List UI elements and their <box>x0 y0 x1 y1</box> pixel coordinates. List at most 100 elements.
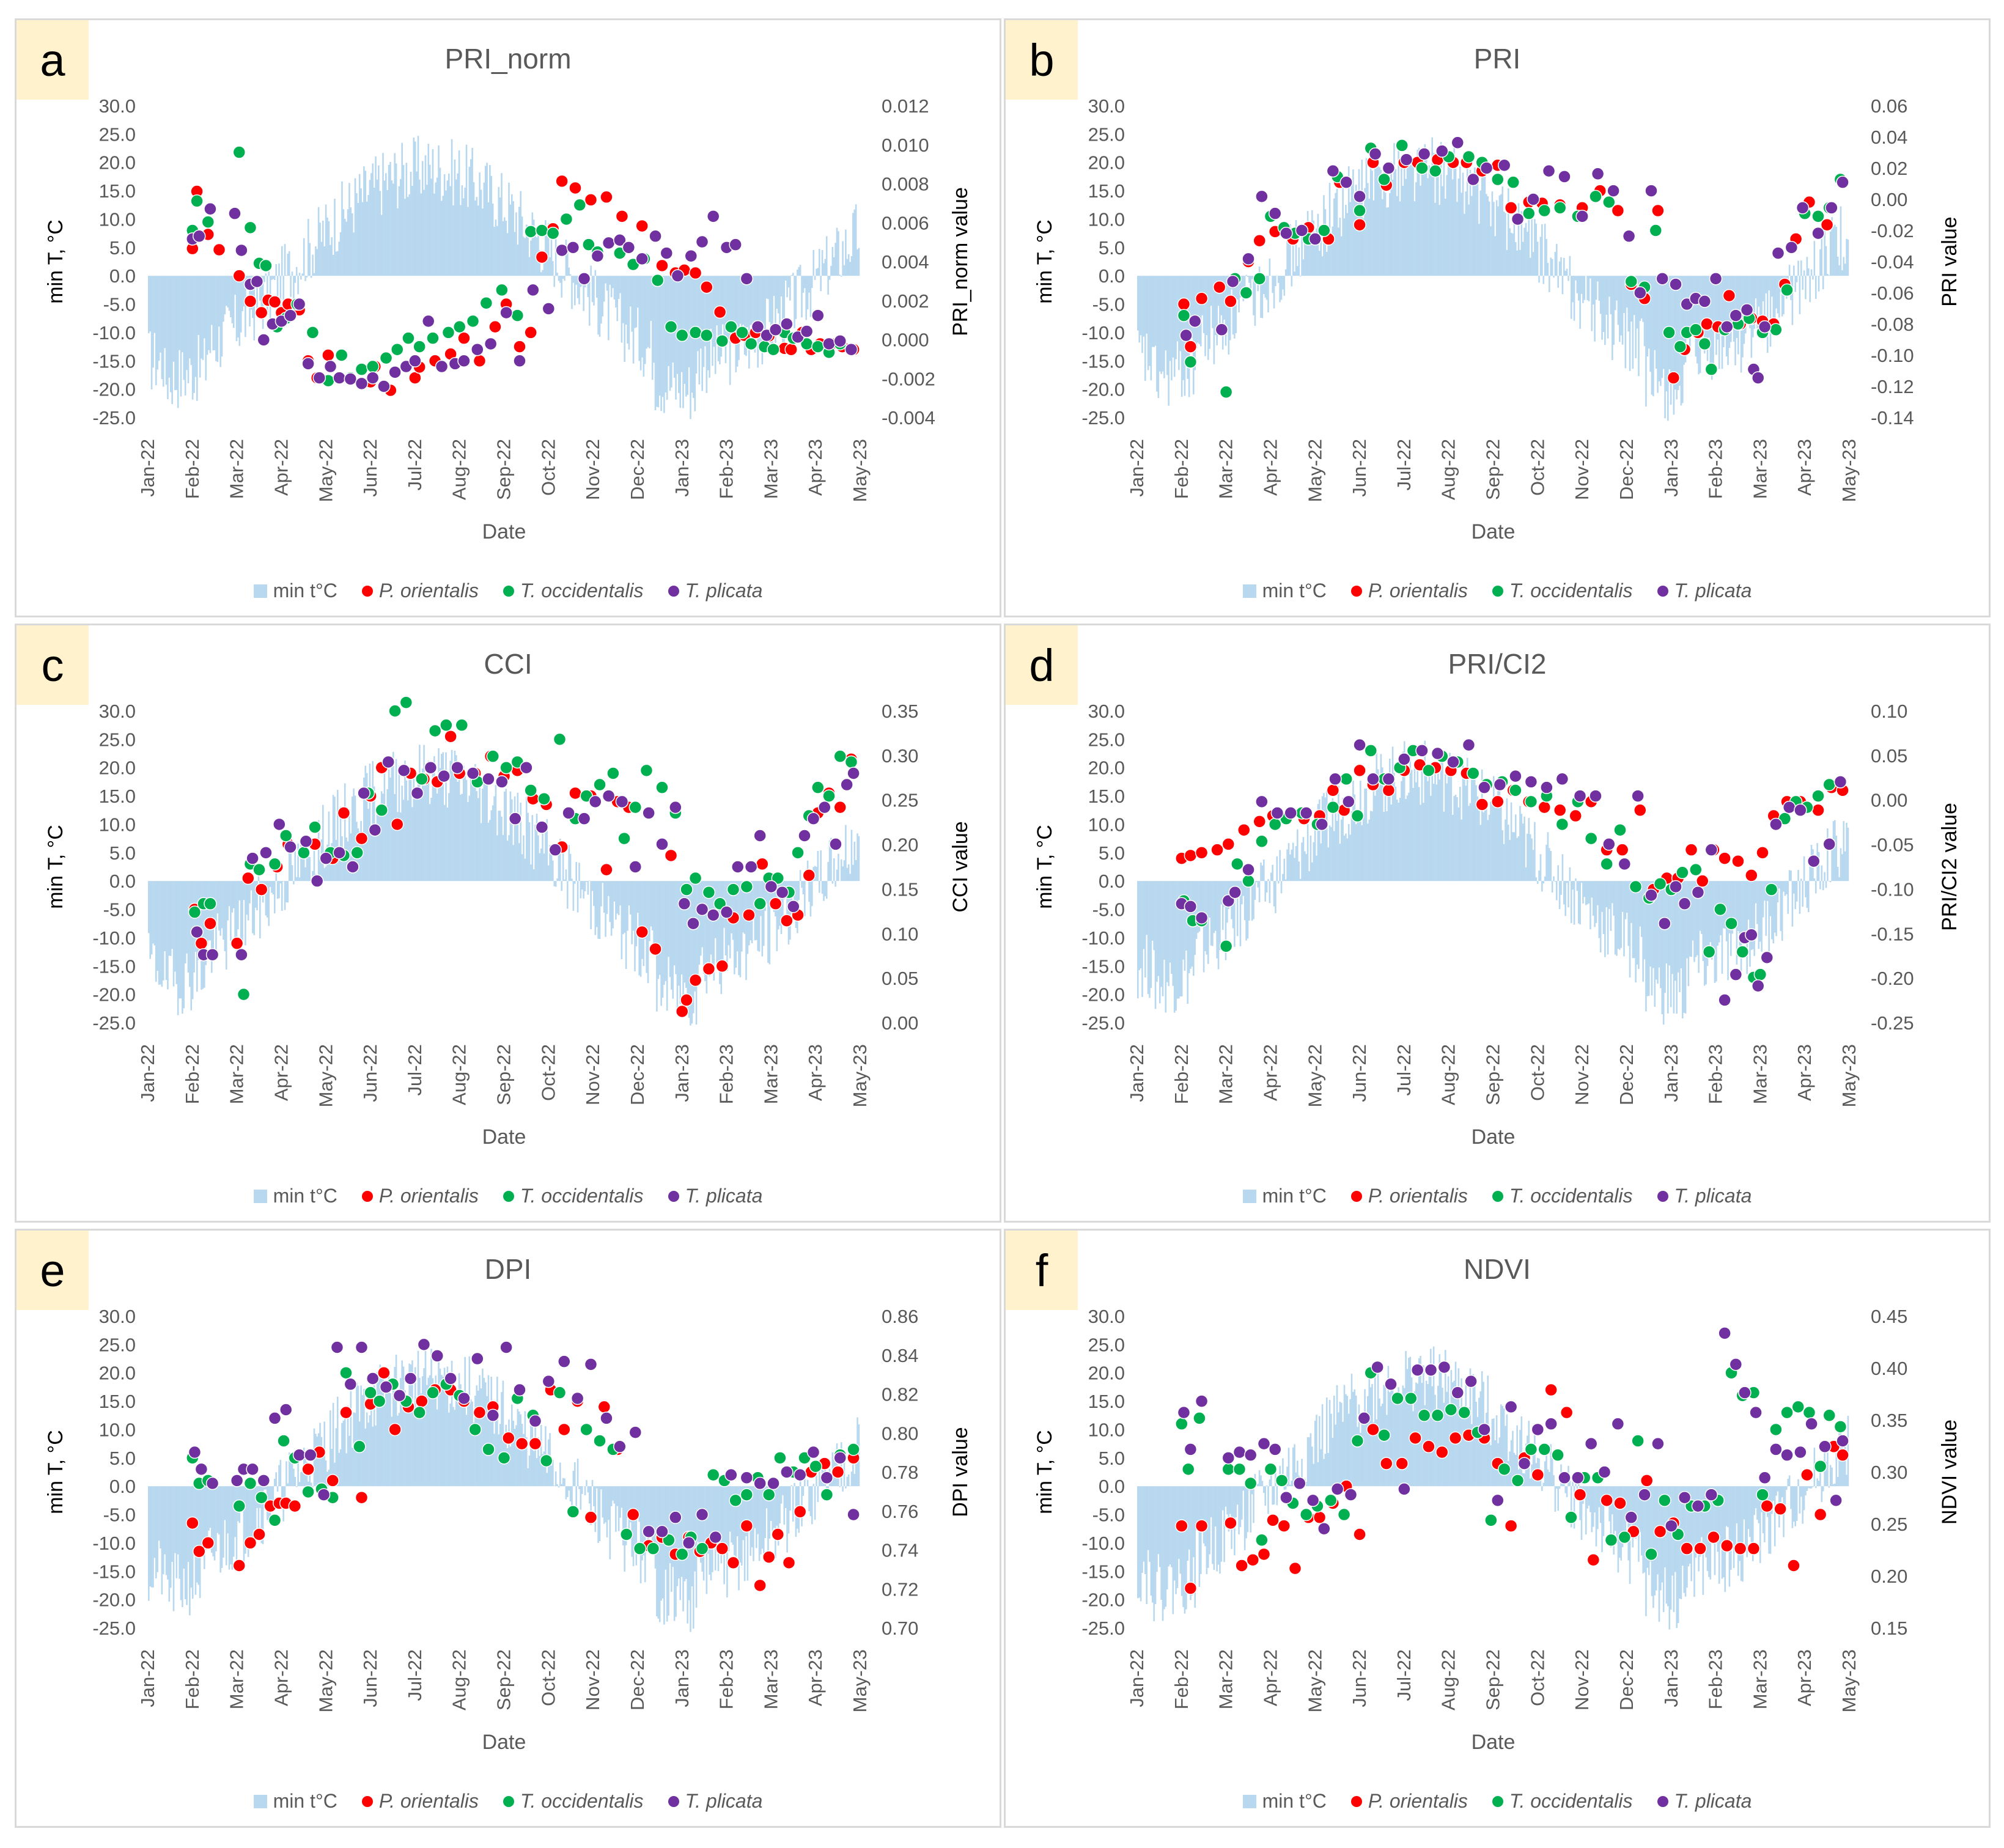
temp-bar <box>1209 1486 1210 1555</box>
temp-bar <box>712 276 713 366</box>
temp-bar <box>486 163 488 276</box>
temp-bar <box>399 812 402 882</box>
legend-swatch-red <box>361 585 373 597</box>
temp-bar <box>1459 1407 1461 1487</box>
temp-bar <box>531 212 534 276</box>
data-point <box>753 897 767 911</box>
x-tick-label: Jan-23 <box>1660 1044 1682 1102</box>
data-point <box>1357 1412 1371 1425</box>
temp-bar <box>165 1486 168 1575</box>
data-point <box>246 1462 259 1476</box>
temp-bar <box>849 1485 851 1487</box>
left-tick-label: -25.0 <box>1081 407 1125 429</box>
temp-bar <box>424 784 427 882</box>
data-point <box>415 772 429 786</box>
temp-bar <box>288 852 290 882</box>
temp-bar <box>417 136 419 276</box>
temp-bar <box>1777 276 1779 314</box>
temp-bar <box>424 1345 427 1487</box>
temp-bar <box>742 881 745 933</box>
temp-bar <box>429 1375 431 1487</box>
temp-bar <box>496 226 498 276</box>
temp-bar <box>1283 858 1286 882</box>
temp-bar <box>394 793 396 882</box>
temp-bar <box>464 1357 466 1487</box>
temp-bar <box>754 276 756 353</box>
temp-bar <box>1342 1421 1344 1487</box>
temp-bar <box>353 232 355 276</box>
temp-bar <box>1214 276 1217 336</box>
legend-label-min-t: min t°C <box>273 1790 337 1812</box>
temp-bar <box>784 276 787 281</box>
temp-bar <box>1563 1482 1565 1487</box>
temp-bar <box>153 881 156 946</box>
temp-bar <box>1775 276 1777 309</box>
x-tick-label: Apr-23 <box>1794 439 1815 496</box>
temp-bar <box>514 1429 516 1487</box>
temp-bar <box>745 1486 747 1536</box>
temp-bar <box>1415 782 1417 882</box>
temp-bar <box>1506 1414 1508 1487</box>
temp-bar <box>426 185 428 276</box>
left-tick-label: -25.0 <box>92 1618 136 1639</box>
temp-bar <box>702 1486 705 1581</box>
data-point <box>452 320 466 334</box>
temp-bar <box>1829 881 1832 883</box>
temp-bar <box>1843 257 1845 276</box>
temp-bar <box>1258 266 1261 276</box>
data-point <box>1175 1519 1188 1533</box>
panel-ndvi: 30.0 25.0 20.0 15.0 10.0 5.0 0.0 -5.0 -10.0 -15.0… <box>1004 1229 1991 1828</box>
data-point <box>1538 800 1551 814</box>
temp-bar <box>805 276 808 320</box>
legend-label-min-t: min t°C <box>1262 1790 1327 1812</box>
temp-bar <box>435 182 437 276</box>
temp-bar <box>1797 1479 1799 1487</box>
temp-bar <box>364 1428 367 1487</box>
temp-bar <box>658 881 661 975</box>
temp-bar <box>240 1486 242 1506</box>
temp-bar <box>174 881 176 972</box>
temp-bar <box>543 256 545 276</box>
temp-bar <box>1708 881 1710 958</box>
temp-bar <box>287 1483 289 1487</box>
temp-bar <box>1310 1433 1312 1487</box>
temp-bar <box>1280 276 1283 300</box>
right-tick-label: 0.45 <box>1871 1306 1907 1327</box>
temp-bar <box>1712 881 1714 954</box>
temp-bar <box>1406 153 1409 276</box>
temp-bar <box>525 224 528 276</box>
temp-bar <box>542 828 543 882</box>
temp-bar <box>1440 142 1442 276</box>
data-point <box>597 1400 611 1414</box>
data-point <box>1591 167 1605 181</box>
legend-label-t-occidentalis: T. occidentalis <box>1509 1185 1633 1207</box>
temp-bar <box>1813 241 1816 276</box>
right-tick-label: 0.002 <box>882 290 929 312</box>
legend-label-p-orientalis: P. orientalis <box>378 1185 479 1207</box>
temp-bar <box>600 276 602 324</box>
temp-bar <box>1769 276 1772 347</box>
temp-bar <box>392 751 394 882</box>
temp-bar <box>1364 789 1366 882</box>
temp-bar <box>168 1486 171 1602</box>
temp-bar <box>591 1479 594 1487</box>
temp-bar <box>1195 276 1198 348</box>
temp-bar <box>1595 276 1597 300</box>
temp-bar <box>1388 193 1391 276</box>
temp-bar <box>1302 837 1305 882</box>
temp-bar <box>230 881 232 941</box>
data-point <box>768 897 783 911</box>
temp-bar <box>240 276 242 333</box>
x-tick-label: Jan-23 <box>671 1649 693 1707</box>
data-point <box>268 1514 282 1527</box>
temp-bar <box>1243 881 1246 921</box>
temp-bar <box>414 141 416 276</box>
temp-bar <box>218 1486 220 1535</box>
temp-bar <box>232 1486 235 1557</box>
temp-bar <box>595 881 598 927</box>
temp-bar <box>375 825 377 882</box>
temp-bar <box>836 1443 838 1487</box>
temp-bar <box>206 881 208 946</box>
temp-bar <box>1679 276 1681 386</box>
temp-bar <box>183 1486 185 1569</box>
